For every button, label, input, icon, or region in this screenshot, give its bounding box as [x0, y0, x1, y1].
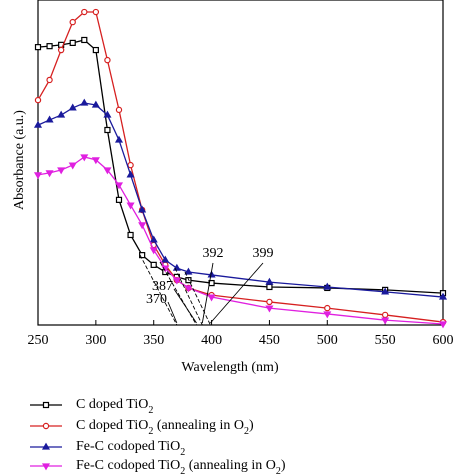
marker	[104, 56, 111, 64]
marker	[57, 167, 66, 175]
x-tick-label: 350	[143, 333, 164, 348]
marker	[323, 311, 332, 319]
marker	[381, 317, 390, 325]
marker	[46, 76, 53, 84]
legend-marker	[42, 422, 50, 430]
x-tick-label: 600	[433, 333, 454, 348]
marker	[150, 261, 157, 268]
marker	[33, 120, 43, 128]
legend-marker	[42, 422, 50, 430]
marker	[92, 8, 100, 16]
edge-pointer	[201, 262, 214, 324]
marker	[126, 202, 135, 210]
marker	[81, 8, 88, 16]
marker	[69, 18, 76, 26]
marker	[34, 96, 42, 104]
marker	[33, 172, 43, 180]
legend-marker	[41, 442, 51, 450]
edge-tangent	[174, 267, 203, 326]
marker	[80, 98, 89, 106]
marker	[381, 311, 389, 319]
series-line	[37, 11, 444, 323]
marker	[91, 157, 100, 165]
marker	[115, 196, 123, 203]
marker	[207, 294, 216, 302]
marker	[149, 235, 158, 243]
marker	[57, 46, 65, 54]
marker	[381, 287, 390, 295]
series-line	[37, 39, 444, 294]
edge-pointer	[167, 301, 178, 324]
legend-marker	[42, 401, 50, 409]
marker	[139, 252, 146, 259]
edge-label: 370	[146, 292, 167, 307]
marker	[149, 247, 158, 255]
marker	[68, 162, 77, 170]
marker	[127, 231, 134, 239]
edge-label: 392	[203, 246, 224, 261]
marker	[80, 154, 89, 162]
marker	[57, 110, 66, 118]
marker	[265, 305, 274, 313]
marker	[265, 277, 274, 285]
x-tick-label: 550	[375, 333, 396, 348]
legend-marker	[42, 401, 50, 409]
marker	[172, 277, 181, 285]
x-tick-label: 400	[201, 333, 222, 348]
marker	[127, 161, 134, 169]
x-axis-label: Wavelength (nm)	[181, 360, 279, 375]
plot-frame	[37, 0, 444, 326]
edge-tangent	[139, 254, 178, 326]
marker	[114, 135, 124, 143]
edge-pointer	[173, 288, 197, 324]
marker	[184, 267, 193, 275]
marker	[266, 283, 273, 291]
marker	[324, 304, 331, 312]
marker	[68, 103, 77, 111]
edge-tangent	[184, 271, 211, 326]
marker	[103, 110, 112, 118]
legend-label: Fe-C codoped TiO2 (annealing in O2)	[76, 458, 286, 474]
marker	[103, 167, 112, 175]
legend-label: Fe-C codoped TiO2	[76, 439, 185, 458]
marker	[81, 36, 88, 44]
marker	[69, 39, 76, 47]
legend-marker	[41, 463, 51, 471]
marker	[45, 170, 54, 178]
marker	[46, 43, 53, 50]
legend-label: C doped TiO2	[76, 397, 153, 416]
marker	[45, 115, 54, 123]
marker	[438, 292, 448, 300]
legend-marker	[41, 442, 51, 450]
marker	[138, 205, 147, 213]
marker	[138, 222, 147, 230]
marker	[115, 106, 123, 114]
marker	[161, 255, 170, 263]
series-line	[37, 102, 444, 298]
x-tick-label: 300	[85, 333, 106, 348]
legend-label: C doped TiO2 (annealing in O2)	[76, 418, 254, 437]
marker	[438, 321, 448, 329]
x-tick-label: 250	[28, 333, 49, 348]
marker	[266, 298, 273, 306]
x-tick-label: 450	[259, 333, 280, 348]
marker	[172, 263, 181, 271]
marker	[207, 270, 216, 278]
x-tick-label: 500	[317, 333, 338, 348]
legend-marker	[41, 463, 51, 471]
y-axis-label: Absorbance (a.u.)	[12, 110, 27, 210]
edge-label: 387	[152, 279, 173, 294]
marker	[184, 285, 193, 293]
marker	[91, 100, 100, 108]
marker	[92, 46, 99, 54]
marker	[34, 44, 42, 51]
marker	[114, 182, 124, 190]
edge-label: 399	[253, 246, 274, 261]
marker	[126, 170, 135, 178]
marker	[104, 126, 111, 134]
edge-pointer	[210, 262, 264, 324]
marker	[323, 282, 332, 290]
